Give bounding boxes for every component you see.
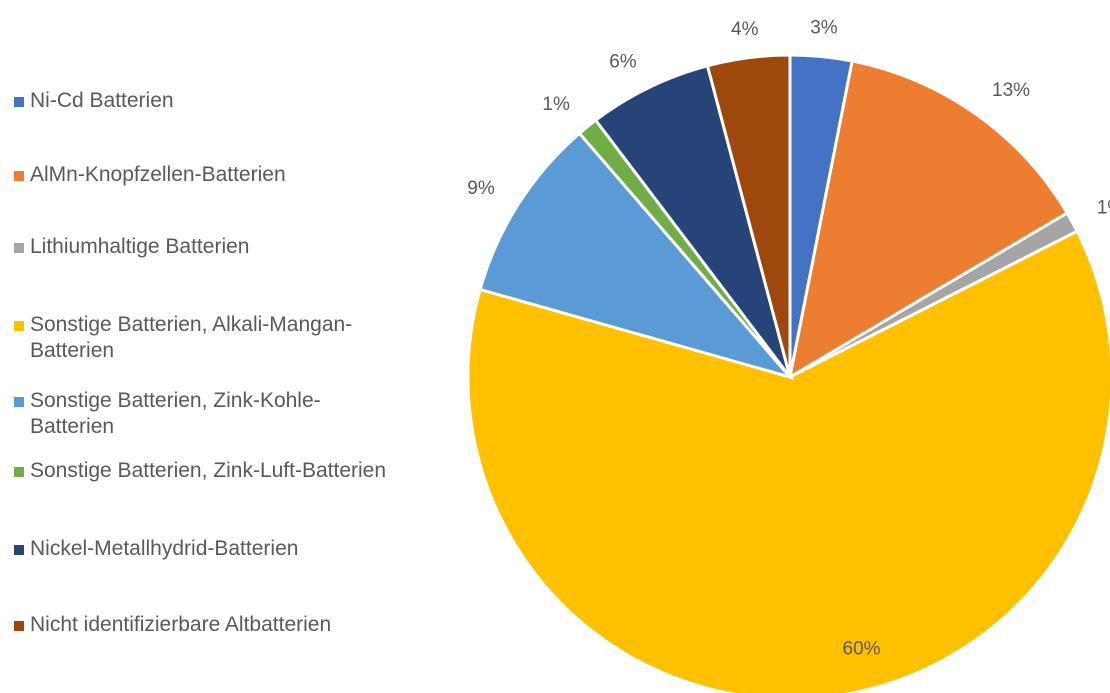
data-label: 6% — [609, 51, 637, 72]
legend-label: Sonstige Batterien, Zink-Kohle-Batterien — [30, 389, 321, 438]
legend-swatch — [14, 321, 24, 331]
legend-label: Nicht identifizierbare Altbatterien — [30, 613, 332, 636]
data-label: 1% — [542, 94, 570, 115]
legend-label: Lithiumhaltige Batterien — [30, 235, 250, 258]
pie-slice — [478, 131, 795, 380]
legend-item: Ni-Cd Batterien — [14, 88, 386, 114]
legend-item: AlMn-Knopfzellen-Batterien — [14, 162, 386, 188]
legend-swatch — [14, 97, 24, 107]
legend-item: Sonstige Batterien, Zink-Kohle-Batterien — [14, 388, 386, 440]
legend-swatch — [14, 621, 24, 631]
data-label: 1% — [1097, 198, 1110, 219]
legend-label: Nickel-Metallhydrid-Batterien — [30, 537, 299, 560]
legend-item: Lithiumhaltige Batterien — [14, 234, 386, 260]
data-label: 3% — [810, 18, 838, 39]
legend-item: Nicht identifizierbare Altbatterien — [14, 612, 386, 638]
data-label: 60% — [843, 638, 881, 659]
data-label: 4% — [731, 19, 759, 40]
pie-slice — [705, 53, 792, 378]
legend-swatch — [14, 545, 24, 555]
pie-slice — [593, 63, 792, 378]
pie-slice — [787, 59, 1070, 380]
legend-swatch — [14, 397, 24, 407]
legend-label: AlMn-Knopfzellen-Batterien — [30, 163, 286, 186]
legend-item: Nickel-Metallhydrid-Batterien — [14, 536, 386, 562]
legend-label: Sonstige Batterien, Alkali-Mangan-Batter… — [30, 313, 353, 362]
legend-swatch — [14, 243, 24, 253]
legend-swatch — [14, 171, 24, 181]
data-label: 13% — [992, 80, 1030, 101]
legend-item: Sonstige Batterien, Zink-Luft-Batterien — [14, 458, 386, 484]
legend-label: Ni-Cd Batterien — [30, 89, 174, 112]
data-label: 9% — [467, 178, 495, 199]
legend-swatch — [14, 467, 24, 477]
legend-label: Sonstige Batterien, Zink-Luft-Batterien — [30, 459, 387, 482]
legend-item: Sonstige Batterien, Alkali-Mangan-Batter… — [14, 312, 386, 364]
